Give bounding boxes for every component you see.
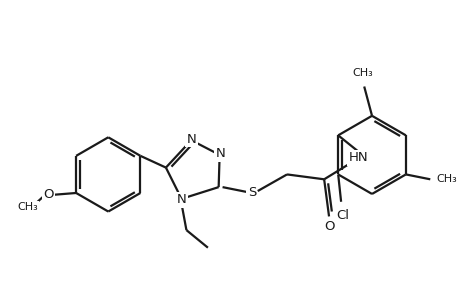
Text: N: N [215,147,225,161]
Text: O: O [44,188,54,201]
Text: CH₃: CH₃ [436,174,456,184]
Text: S: S [247,187,256,200]
Text: CH₃: CH₃ [17,202,38,212]
Text: CH₃: CH₃ [351,68,372,78]
Text: Cl: Cl [336,209,349,222]
Text: HN: HN [348,151,367,164]
Text: O: O [323,220,334,233]
Text: N: N [186,133,196,146]
Text: N: N [176,193,186,206]
